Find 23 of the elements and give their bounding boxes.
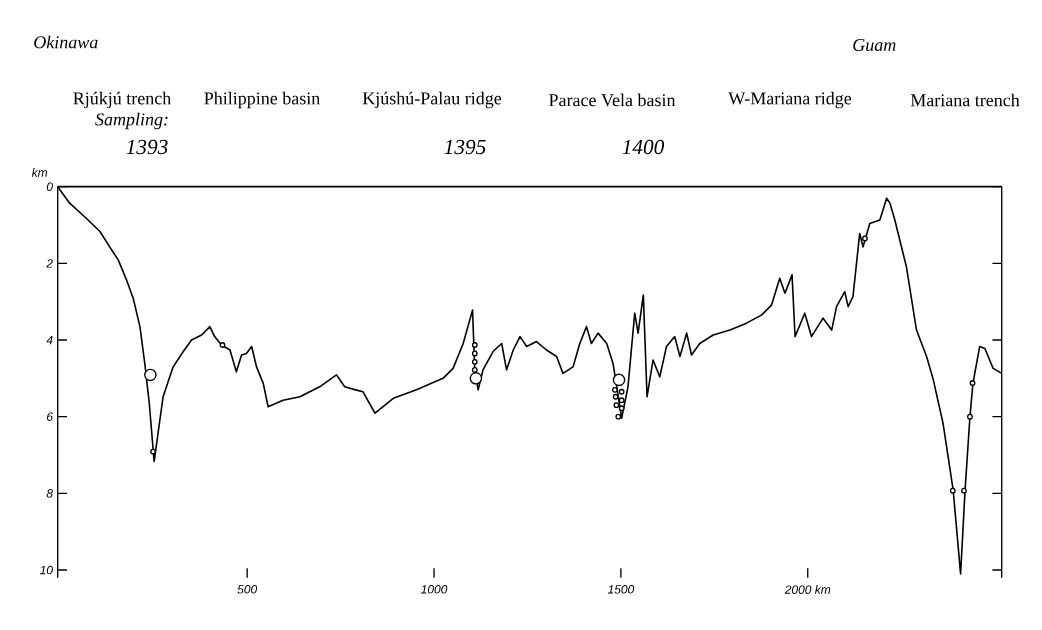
text: Parace Vela basin bbox=[549, 93, 676, 107]
text: 1395 bbox=[444, 139, 486, 155]
text: 1393 bbox=[126, 139, 168, 155]
y-axis-title: km bbox=[31, 167, 48, 177]
text: Philippine basin bbox=[204, 91, 320, 109]
y-tick-label: 8 bbox=[46, 489, 53, 498]
text: Guam bbox=[853, 38, 896, 52]
text: Sampling: bbox=[95, 112, 168, 130]
x-tick-label: 1000 bbox=[421, 585, 448, 594]
x-tick-label: 2000 km bbox=[784, 585, 831, 594]
text: Mariana trench bbox=[910, 93, 1020, 107]
x-tick-label: 1500 bbox=[607, 585, 635, 594]
text: W-Mariana ridge bbox=[728, 91, 852, 109]
y-tick-label: 2 bbox=[46, 259, 53, 268]
text: Okinawa bbox=[34, 35, 98, 49]
y-tick-label: 10 bbox=[39, 565, 53, 575]
y-tick-label: 0 bbox=[46, 182, 53, 191]
x-tick-label: 500 bbox=[237, 585, 258, 594]
y-tick-label: 6 bbox=[46, 412, 53, 421]
text: Rjúkjú trench bbox=[73, 91, 172, 109]
text: 1400 bbox=[622, 139, 665, 155]
text: Kjúshú-Palau ridge bbox=[362, 91, 502, 109]
y-tick-label: 4 bbox=[46, 335, 53, 345]
